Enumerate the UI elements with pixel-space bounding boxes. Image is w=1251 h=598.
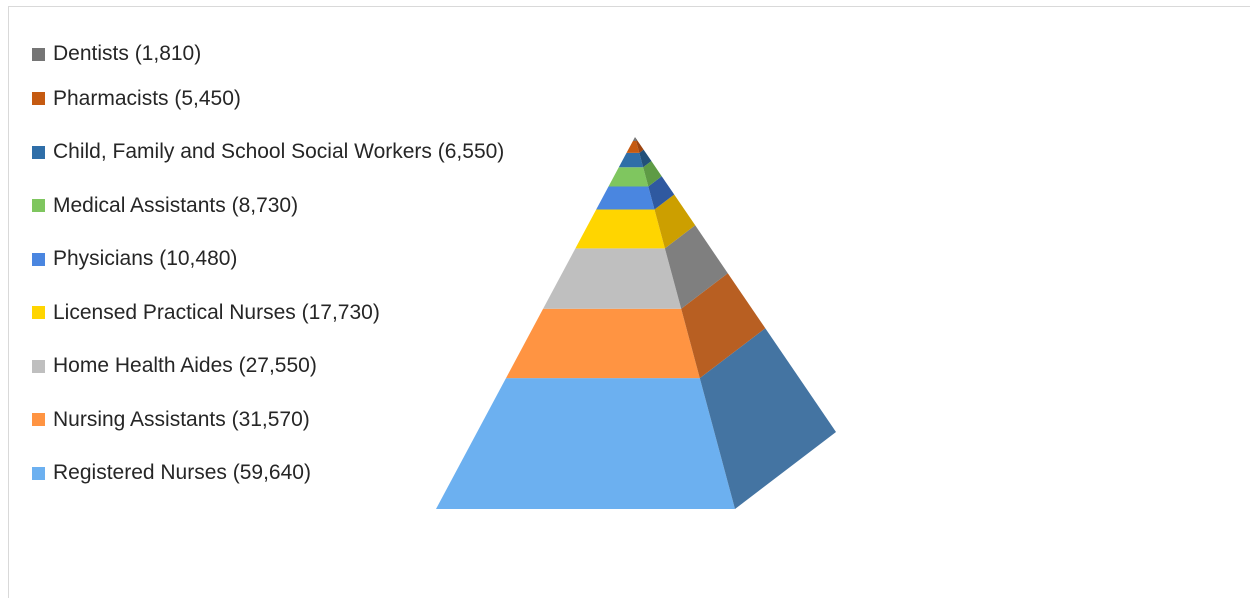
pyramid-segment-side — [648, 176, 675, 210]
legend-swatch — [32, 47, 45, 61]
legend-item: Pharmacists (5,450) — [32, 72, 504, 126]
legend-item: Nursing Assistants (31,570) — [32, 393, 504, 447]
legend-swatch — [32, 359, 45, 373]
legend-item: Physicians (10,480) — [32, 233, 504, 287]
pyramid-segment-side — [664, 225, 728, 309]
legend-label: Licensed Practical Nurses (17,730) — [53, 300, 380, 324]
pyramid-segment-side — [639, 149, 652, 168]
legend-item: Registered Nurses (59,640) — [32, 447, 504, 501]
legend-swatch — [32, 413, 45, 427]
chart-area — [8, 6, 1250, 598]
legend: Dentists (1,810) Pharmacists (5,450) Chi… — [32, 36, 504, 500]
pyramid-segment-front — [506, 308, 700, 379]
legend-label: Dentists (1,810) — [53, 42, 202, 65]
pyramid-segment-side — [654, 194, 696, 249]
pyramid-segment-front — [626, 141, 640, 153]
legend-item: Dentists (1,810) — [32, 36, 504, 72]
legend-label: Medical Assistants (8,730) — [53, 193, 299, 217]
pyramid-segment-front — [596, 186, 655, 210]
pyramid-segment-front — [436, 378, 735, 509]
legend-item: Licensed Practical Nurses (17,730) — [32, 286, 504, 340]
legend-swatch — [32, 145, 45, 159]
legend-label: Physicians (10,480) — [53, 247, 238, 271]
legend-swatch — [32, 92, 45, 106]
legend-swatch — [32, 306, 45, 320]
pyramid-segment-front — [632, 137, 637, 141]
legend-label: Pharmacists (5,450) — [53, 86, 241, 110]
legend-label: Child, Family and School Social Workers … — [53, 140, 505, 164]
pyramid-segment-front — [618, 152, 644, 168]
pyramid-segment-side — [643, 161, 662, 187]
legend-swatch — [32, 252, 45, 266]
legend-label: Nursing Assistants (31,570) — [53, 407, 310, 431]
pyramid-segment-front — [575, 209, 665, 249]
pyramid-segment-front — [608, 167, 649, 187]
pyramid-segment-side — [699, 328, 836, 509]
pyramid-segment-front — [543, 248, 682, 309]
legend-item: Child, Family and School Social Workers … — [32, 126, 504, 180]
pyramid-segment-side — [636, 140, 644, 153]
legend-label: Home Health Aides (27,550) — [53, 354, 317, 378]
pyramid-segment-side — [681, 273, 766, 379]
legend-item: Home Health Aides (27,550) — [32, 340, 504, 394]
legend-item: Medical Assistants (8,730) — [32, 179, 504, 233]
legend-swatch — [32, 199, 45, 213]
legend-swatch — [32, 466, 45, 480]
pyramid-segment-side — [635, 137, 638, 141]
legend-label: Registered Nurses (59,640) — [53, 461, 311, 485]
